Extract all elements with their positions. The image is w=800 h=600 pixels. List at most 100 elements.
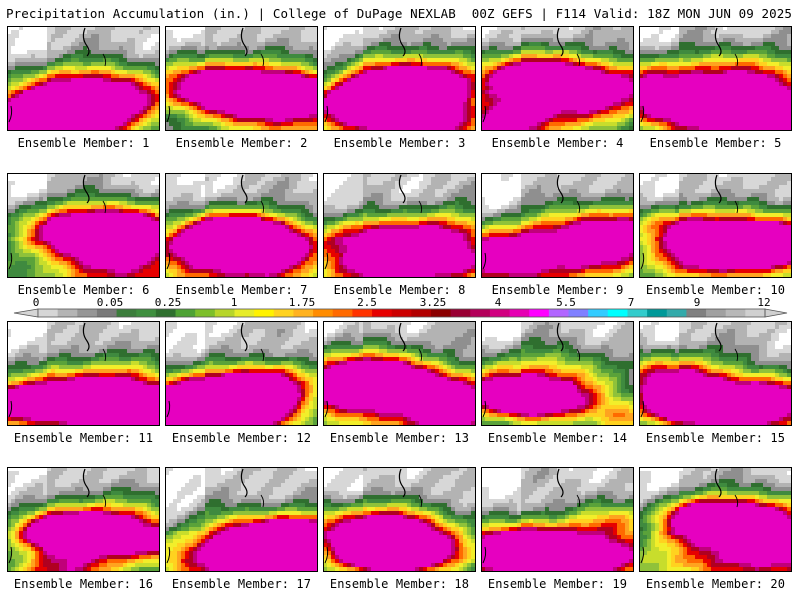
- ensemble-member-map: [323, 467, 476, 572]
- coast-outline: [482, 546, 487, 564]
- lake-outline: [82, 27, 90, 57]
- colorbar-tick-label: 9: [694, 296, 701, 309]
- coast-outline: [640, 400, 645, 418]
- coast-outline: [166, 546, 171, 564]
- colorbar-tick-label: 12: [757, 296, 770, 309]
- ensemble-member-label: Ensemble Member: 14: [471, 431, 644, 445]
- colorbar-swatch: [175, 309, 196, 317]
- river-outline: [576, 53, 581, 67]
- coast-outline: [8, 400, 13, 418]
- colorbar-tick-label: 1: [231, 296, 238, 309]
- colorbar-swatch: [588, 309, 609, 317]
- coast-outline: [166, 105, 171, 123]
- colorbar-swatch: [57, 309, 78, 317]
- precip-field-map: [323, 26, 476, 131]
- coast-outline: [640, 252, 645, 270]
- colorbar-swatch: [647, 309, 668, 317]
- lake-outline: [82, 322, 90, 352]
- river-outline: [418, 200, 423, 214]
- lake-outline: [714, 27, 722, 57]
- precip-field-map: [165, 321, 318, 426]
- river-outline: [102, 348, 107, 362]
- coast-outline: [324, 252, 329, 270]
- colorbar-max-arrow: [764, 308, 788, 318]
- coast-outline: [324, 105, 329, 123]
- colorbar-swatch: [77, 309, 98, 317]
- colorbar-swatch: [529, 309, 550, 317]
- precip-field-map: [7, 26, 160, 131]
- colorbar-swatch: [391, 309, 412, 317]
- colorbar-swatch: [195, 309, 216, 317]
- colorbar-swatch: [548, 309, 569, 317]
- lake-outline: [714, 468, 722, 498]
- ensemble-member-label: Ensemble Member: 5: [629, 136, 800, 150]
- colorbar-swatch: [706, 309, 727, 317]
- colorbar-swatch: [116, 309, 137, 317]
- colorbar-swatch: [450, 309, 471, 317]
- river-outline: [576, 200, 581, 214]
- coast-outline: [482, 252, 487, 270]
- coast-outline: [166, 252, 171, 270]
- colorbar-tick-label: 1.75: [289, 296, 316, 309]
- precip-field-map: [481, 26, 634, 131]
- ensemble-member-map: [481, 173, 634, 278]
- ensemble-member-label: Ensemble Member: 3: [313, 136, 486, 150]
- lake-outline: [556, 174, 564, 204]
- colorbar-swatch: [332, 309, 353, 317]
- lake-outline: [556, 322, 564, 352]
- lake-outline: [240, 27, 248, 57]
- ensemble-member-map: [639, 26, 792, 131]
- ensemble-member-label: Ensemble Member: 11: [0, 431, 170, 445]
- river-outline: [734, 53, 739, 67]
- ensemble-member-label: Ensemble Member: 2: [155, 136, 328, 150]
- precip-field-map: [165, 467, 318, 572]
- coast-outline: [8, 105, 13, 123]
- ensemble-member-map: [639, 173, 792, 278]
- river-outline: [102, 53, 107, 67]
- colorbar-tick-label: 3.25: [420, 296, 447, 309]
- river-outline: [418, 53, 423, 67]
- colorbar-swatch: [273, 309, 294, 317]
- colorbar-tick-label: 7: [628, 296, 635, 309]
- ensemble-member-map: [639, 467, 792, 572]
- precip-field-map: [481, 173, 634, 278]
- lake-outline: [556, 468, 564, 498]
- colorbar-tick-label: 0.25: [155, 296, 182, 309]
- precip-field-map: [165, 173, 318, 278]
- river-outline: [102, 494, 107, 508]
- precip-field-map: [481, 321, 634, 426]
- colorbar-swatch: [214, 309, 235, 317]
- colorbar-min-arrow: [13, 308, 39, 318]
- river-outline: [260, 53, 265, 67]
- colorbar-outline: [37, 308, 766, 318]
- river-outline: [734, 494, 739, 508]
- colorbar-swatch: [293, 309, 314, 317]
- ensemble-member-label: Ensemble Member: 16: [0, 577, 170, 591]
- coast-outline: [482, 400, 487, 418]
- ensemble-member-map: [481, 467, 634, 572]
- lake-outline: [398, 27, 406, 57]
- colorbar-swatch: [352, 309, 373, 317]
- ensemble-member-map: [323, 26, 476, 131]
- colorbar-tick-label: 5.5: [556, 296, 576, 309]
- colorbar-swatch: [725, 309, 746, 317]
- ensemble-member-label: Ensemble Member: 15: [629, 431, 800, 445]
- colorbar-tick-label: 2.5: [357, 296, 377, 309]
- precip-field-map: [639, 467, 792, 572]
- river-outline: [576, 348, 581, 362]
- ensemble-member-label: Ensemble Member: 13: [313, 431, 486, 445]
- ensemble-member-map: [165, 321, 318, 426]
- ensemble-member-map: [7, 173, 160, 278]
- colorbar-swatch: [313, 309, 334, 317]
- colorbar-swatch: [686, 309, 707, 317]
- ensemble-member-map: [7, 26, 160, 131]
- lake-outline: [240, 322, 248, 352]
- colorbar-tick-label: 4: [495, 296, 502, 309]
- coast-outline: [640, 546, 645, 564]
- lake-outline: [82, 468, 90, 498]
- coast-outline: [8, 546, 13, 564]
- coast-outline: [640, 105, 645, 123]
- ensemble-member-label: Ensemble Member: 4: [471, 136, 644, 150]
- coast-outline: [482, 105, 487, 123]
- coast-outline: [324, 400, 329, 418]
